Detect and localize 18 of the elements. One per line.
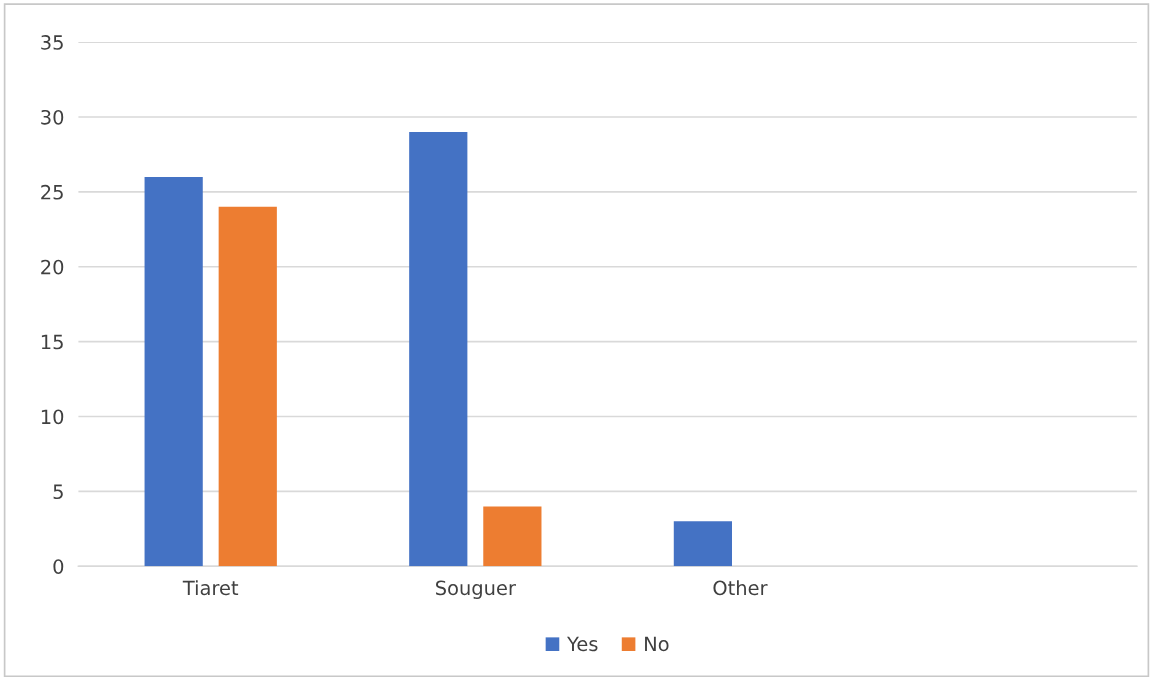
- legend-label: No: [645, 636, 669, 652]
- y-tick-label: 25: [41, 184, 63, 200]
- bar: [409, 131, 468, 567]
- legend-label: Yes: [567, 636, 598, 652]
- y-tick-label: 20: [41, 259, 64, 275]
- x-tick-label: Other: [713, 580, 768, 596]
- y-tick-label: 5: [53, 484, 63, 500]
- y-tick-label: 30: [41, 109, 64, 125]
- bar: [218, 206, 277, 567]
- y-tick-label: 15: [41, 334, 63, 350]
- bar: [144, 176, 203, 567]
- x-tick-label: Souguer: [436, 580, 516, 599]
- y-tick-label: 35: [41, 35, 63, 50]
- bar: [483, 506, 542, 567]
- y-tick-label: 0: [53, 559, 64, 574]
- bar: [673, 521, 732, 567]
- y-tick-label: 10: [41, 409, 64, 425]
- x-tick-label: Tiaret: [182, 580, 239, 596]
